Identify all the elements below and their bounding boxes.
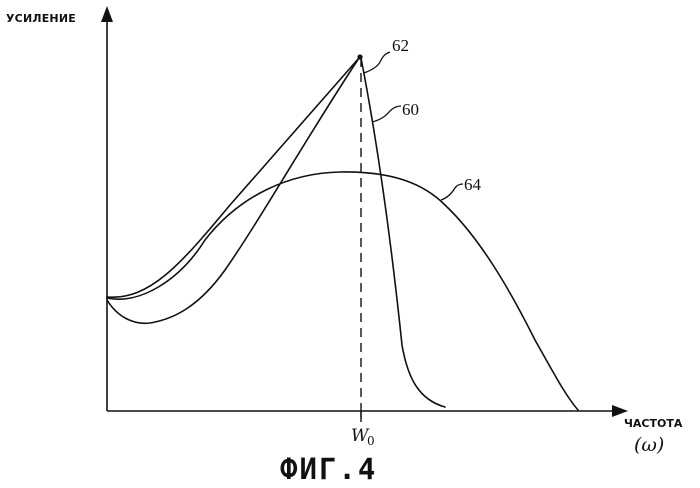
leader-64 — [441, 184, 463, 200]
leader-62 — [364, 52, 390, 73]
center-frequency-subscript: 0 — [367, 434, 375, 448]
leader-60 — [372, 106, 401, 122]
peak-point — [357, 54, 362, 59]
steep-response-curve-60 — [107, 58, 359, 323]
figure-caption: ФИГ.4 — [280, 452, 377, 486]
x-axis-label: ЧАСТОТА — [624, 417, 683, 430]
reference-64: 64 — [464, 175, 482, 194]
broad-response-curve-64 — [107, 172, 578, 410]
reference-62: 62 — [392, 36, 409, 55]
x-axis-arrowhead — [612, 405, 628, 417]
y-axis-arrowhead — [101, 6, 113, 22]
y-axis-label: УСИЛЕНИЕ — [6, 12, 76, 25]
reference-60: 60 — [402, 100, 419, 119]
peak-line-62 — [107, 58, 359, 297]
x-axis-symbol: (ω) — [634, 434, 664, 456]
